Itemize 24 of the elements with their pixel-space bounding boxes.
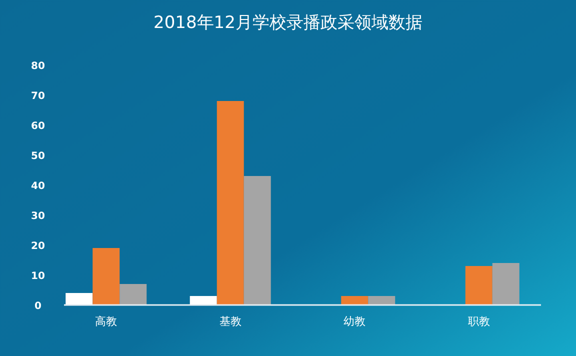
y-tick-label: 60 bbox=[31, 121, 45, 132]
bar bbox=[341, 296, 368, 305]
y-tick-label: 0 bbox=[34, 301, 42, 312]
bar bbox=[492, 263, 520, 305]
bar bbox=[190, 296, 217, 305]
y-tick-label: 40 bbox=[31, 181, 45, 192]
y-tick-label: 10 bbox=[31, 271, 45, 282]
x-tick-label: 职教 bbox=[468, 315, 490, 328]
y-tick-label: 30 bbox=[31, 211, 45, 222]
bar bbox=[244, 176, 271, 305]
y-tick-label: 70 bbox=[31, 91, 45, 102]
y-tick-label: 80 bbox=[31, 61, 45, 72]
bar bbox=[465, 266, 492, 305]
bar bbox=[66, 293, 93, 305]
x-tick-label: 幼教 bbox=[344, 315, 366, 328]
x-tick-label: 高教 bbox=[95, 315, 118, 328]
y-tick-label: 50 bbox=[31, 151, 45, 162]
bar bbox=[368, 296, 396, 305]
bar bbox=[92, 248, 120, 305]
bar bbox=[120, 284, 147, 305]
bar bbox=[216, 101, 244, 305]
chart-title: 2018年12月学校录播政采领域数据 bbox=[154, 13, 422, 33]
x-tick-label: 基教 bbox=[219, 315, 242, 328]
y-tick-label: 20 bbox=[31, 241, 45, 252]
